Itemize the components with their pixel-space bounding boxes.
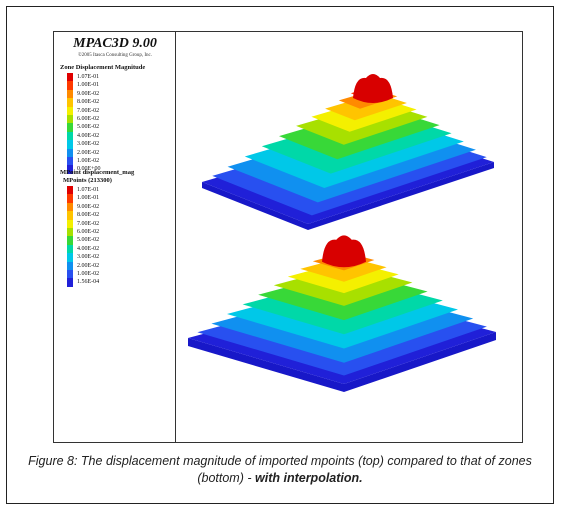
legend-swatch — [67, 165, 73, 174]
zone-pyramid — [188, 235, 496, 392]
legend-item: 1.07E-01 — [60, 73, 174, 82]
legend-item: 2.00E-02 — [60, 148, 174, 157]
legend-item: 1.07E-01 — [60, 186, 174, 195]
legend-item: 9.00E-02 — [60, 89, 174, 99]
legend-value: 8.00E-02 — [77, 99, 100, 106]
legend-title: MPoint displacement_mag — [60, 169, 135, 176]
legend-item: 1.00E-01 — [60, 194, 174, 203]
legend-value: 1.00E-01 — [77, 82, 100, 89]
legend-swatch — [67, 194, 73, 203]
legend-item: 3.00E-02 — [60, 253, 174, 262]
legend-value: 3.00E-02 — [77, 254, 100, 261]
legend-value: 3.00E-02 — [77, 141, 100, 148]
figure-panel: MPAC3D 9.00 ©2005 Itasca Consulting Grou… — [53, 31, 523, 443]
legend-subtitle: MPoints (213300) — [63, 177, 112, 184]
legend-value: 7.00E-02 — [77, 107, 100, 114]
legend-value: 1.00E-02 — [77, 270, 100, 277]
legend-item: 2.00E-02 — [60, 261, 174, 270]
legend-swatch — [67, 219, 73, 228]
legend-value: 2.00E-02 — [77, 149, 100, 156]
legend-item: 1.00E-01 — [60, 81, 174, 90]
legend-item: 7.00E-02 — [60, 219, 174, 228]
legend-item: 3.00E-02 — [60, 140, 174, 149]
legend-value: 1.00E-02 — [77, 157, 100, 164]
legend-swatch — [67, 114, 73, 124]
legend-swatch — [67, 140, 73, 149]
legend-item: 7.00E-02 — [60, 106, 174, 115]
copyright-text: ©2005 Itasca Consulting Group, Inc. — [77, 53, 153, 58]
legend-item: 8.00E-02 — [60, 98, 174, 107]
legend-value: 5.00E-02 — [77, 237, 100, 244]
legend-swatch — [67, 131, 73, 141]
caption-text: Figure 8: The displacement magnitude of … — [28, 454, 532, 485]
figure-caption: Figure 8: The displacement magnitude of … — [27, 453, 533, 487]
apex-cap — [322, 235, 366, 268]
app-title: MPAC3D 9.00 — [73, 36, 157, 51]
legend-swatch — [67, 202, 73, 212]
legend-value: 9.00E-02 — [77, 90, 100, 97]
legend-swatch — [67, 186, 73, 195]
legend-item: 5.00E-02 — [60, 123, 174, 132]
legend-swatch — [67, 261, 73, 270]
legend-value: 4.00E-02 — [77, 245, 100, 252]
legend-item: 5.00E-02 — [60, 236, 174, 245]
legend-swatch — [67, 98, 73, 107]
legend-swatch — [67, 236, 73, 245]
legend-rows: 1.07E-01 1.00E-01 9.00E-02 8.00E-02 7.00E-02… — [60, 73, 174, 174]
caption-bold-text: with interpolation. — [255, 471, 363, 485]
legend-item: 1.00E-02 — [60, 269, 174, 279]
legend-swatch — [67, 73, 73, 82]
legend-swatch — [67, 148, 73, 157]
pyramid-base-edge — [188, 332, 496, 392]
mpoint-displacement-legend: MPoint displacement_mag MPoints (213300)… — [60, 169, 174, 287]
legend-swatch — [67, 278, 73, 287]
displacement-plot — [188, 74, 496, 392]
legend-item: 4.00E-02 — [60, 131, 174, 141]
legend-swatch — [67, 89, 73, 99]
legend-value: 1.56E-04 — [77, 279, 100, 286]
legend-value: 4.00E-02 — [77, 132, 100, 139]
legend-value: 1.00E-01 — [77, 195, 100, 202]
legend-swatch — [67, 123, 73, 132]
legend-item: 6.00E-02 — [60, 114, 174, 124]
apex-cap — [353, 74, 393, 103]
legend-swatch — [67, 81, 73, 90]
legend-value: 7.00E-02 — [77, 220, 100, 227]
legend-item: 8.00E-02 — [60, 211, 174, 220]
legend-value: 6.00E-02 — [77, 228, 100, 235]
legend-value: 1.07E-01 — [77, 187, 100, 193]
legend-value: 8.00E-02 — [77, 212, 100, 219]
legend-panel: MPAC3D 9.00 ©2005 Itasca Consulting Grou… — [54, 32, 176, 442]
legend-item: 9.00E-02 — [60, 202, 174, 212]
legend-value: 1.07E-01 — [77, 74, 100, 80]
legend-item: 1.56E-04 — [60, 278, 174, 287]
legend-swatch — [67, 269, 73, 279]
pyramid-base-edge — [202, 162, 494, 230]
legend-item: 6.00E-02 — [60, 227, 174, 237]
legend-value: 0.00E+00 — [77, 166, 101, 173]
legend-rows: 1.07E-01 1.00E-01 9.00E-02 8.00E-02 7.00E-02… — [60, 186, 174, 287]
legend-swatch — [67, 253, 73, 262]
legend-swatch — [67, 211, 73, 220]
mpoint-pyramid — [202, 74, 494, 230]
legend-item: 0.00E+00 — [60, 165, 174, 174]
legend-swatch — [67, 156, 73, 166]
legend-title: Zone Displacement Magnitude — [60, 64, 146, 71]
legend-value: 2.00E-02 — [77, 262, 100, 269]
legend-item: 4.00E-02 — [60, 244, 174, 254]
figure-frame: MPAC3D 9.00 ©2005 Itasca Consulting Grou… — [6, 6, 554, 504]
legend-value: 6.00E-02 — [77, 115, 100, 122]
legend-item: 1.00E-02 — [60, 156, 174, 166]
legend-value: 5.00E-02 — [77, 124, 100, 131]
legend-swatch — [67, 227, 73, 237]
legend-value: 9.00E-02 — [77, 203, 100, 210]
legend-swatch — [67, 244, 73, 254]
legend-swatch — [67, 106, 73, 115]
zone-displacement-legend: Zone Displacement Magnitude 1.07E-01 1.00… — [60, 64, 174, 174]
